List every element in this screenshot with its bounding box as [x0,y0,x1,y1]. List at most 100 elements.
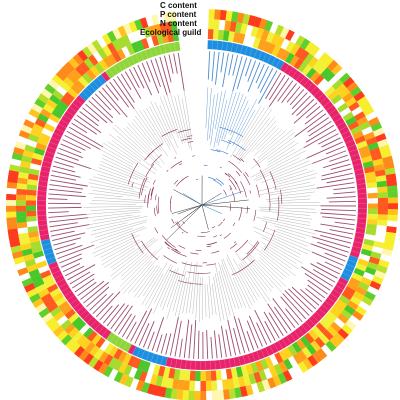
n-content-cell [345,116,357,126]
leaf-label [281,83,297,104]
tree-branch [213,90,226,148]
n-content-cell [215,369,222,381]
leaf-label [333,191,356,195]
tree-branch [271,168,308,182]
n-content-cell [91,333,102,346]
n-content-cell [27,178,38,186]
p-content-cell [343,304,356,316]
n-content-cell [37,265,50,274]
c-content-cell [274,24,285,37]
tree-branch [267,148,295,166]
leaf-label [232,55,239,76]
tree-node-arc [176,221,181,226]
tree-branch [97,147,134,168]
leaf-label [289,89,305,106]
tree-branch [221,264,236,309]
tree-branch [102,158,149,181]
leaf-label [126,321,137,340]
n-content-cell [250,362,259,374]
n-content-cell [257,39,266,51]
tree-node-arc [138,177,145,199]
n-content-cell [44,278,56,289]
p-content-cell [377,214,388,221]
p-content-cell [144,372,153,384]
p-content-cell [52,89,64,101]
leaf-label [60,143,82,154]
c-content-cell [56,329,69,342]
tree-node-arc [228,178,237,190]
n-content-cell [367,192,378,199]
p-content-cell [49,94,61,105]
c-content-cell [37,93,50,104]
p-content-cell [316,63,328,75]
n-content-cell [28,230,39,238]
c-content-cell [228,388,237,399]
leaf-label [114,305,133,332]
c-content-cell [370,122,383,132]
leaf-label [322,216,356,221]
tree-node-arc [206,245,212,248]
p-content-cell [138,370,148,382]
c-content-cell [182,390,190,400]
leaf-label [55,244,83,255]
c-content-cell [17,266,29,277]
guild-cell [36,195,47,202]
tree-branch [261,163,314,183]
c-content-cell [368,116,380,127]
p-content-cell [362,271,375,281]
tree-branch [159,269,176,308]
tree-branch [150,100,178,155]
leaf-label [51,170,81,178]
c-content-cell [386,226,397,234]
tree-branch [265,227,314,246]
leaf-label [220,52,225,73]
p-content-cell [50,306,62,317]
c-content-cell [380,150,392,159]
p-content-cell [53,310,65,322]
leaf-label [160,333,168,354]
leaf-label [259,68,274,93]
c-content-cell [250,382,260,395]
leaf-label [256,322,268,345]
n-content-cell [347,121,360,131]
p-content-cell [88,54,99,66]
tree-node-arc [225,173,228,176]
c-content-cell [103,365,114,378]
tree-node-arc [192,155,196,157]
leaf-label [307,284,326,299]
p-content-cell [30,273,43,283]
n-content-cell [289,55,300,67]
p-content-cell [372,158,384,167]
leaf-label [307,117,329,133]
tree-branch [112,140,141,162]
n-content-cell [266,42,276,55]
p-content-cell [46,98,58,110]
tree-branch [112,238,156,271]
tree-branch [139,110,163,145]
p-content-cell [20,242,32,251]
tree-node-arc [210,149,221,153]
p-content-cell [67,72,79,84]
tree-branch [93,214,133,221]
guild-cell [205,360,211,371]
n-content-cell [365,176,377,184]
tree-branch [270,160,310,178]
tree-branch [241,107,265,143]
p-content-cell [360,276,372,286]
tree-branches [83,87,320,323]
leaf-label [323,159,350,169]
tree-branch [230,96,247,136]
p-content-cell [273,363,283,375]
c-content-cell [86,42,98,55]
n-content-cell [85,69,97,81]
tree-node-arc [152,179,156,185]
n-content-cell [320,82,332,93]
tree-node-arc [219,126,244,137]
c-content-cell [11,250,24,260]
tree-branch [263,246,299,270]
p-content-cell [75,65,87,77]
n-content-cell [205,370,212,381]
tree-node-arc [155,194,157,201]
n-content-cell [220,369,228,380]
leaf-label [130,310,148,342]
